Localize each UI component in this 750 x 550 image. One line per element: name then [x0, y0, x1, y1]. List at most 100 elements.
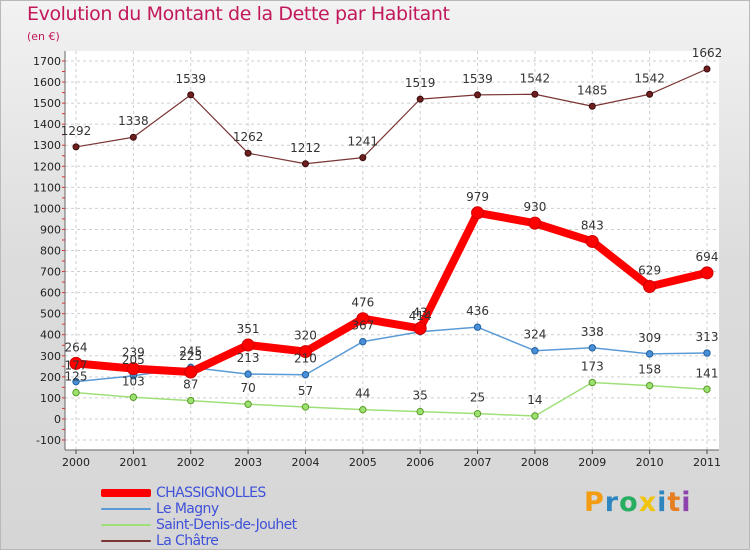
- y-tick-label: 1600: [33, 76, 61, 89]
- y-tick-label: 1100: [33, 181, 61, 194]
- saint-denis-point: [187, 396, 195, 405]
- y-tick-label: 1000: [33, 202, 61, 215]
- le-magny-point: [703, 349, 711, 357]
- la-chatre-point: [244, 149, 252, 157]
- logo-letter: r: [604, 487, 620, 518]
- le-magny-data-label: 436: [466, 304, 489, 318]
- chart-subtitle: (en €): [27, 30, 60, 43]
- proxiti-logo: Proxiti: [584, 487, 692, 518]
- la-chatre-data-label: 1662: [692, 46, 723, 60]
- la-chatre-point: [359, 154, 367, 162]
- chassignolles-data-label: 843: [581, 218, 604, 232]
- x-tick-label: 2002: [177, 456, 205, 469]
- y-tick-label: 1400: [33, 118, 61, 131]
- chassignolles-data-label: 239: [122, 346, 145, 360]
- saint-denis-data-label: 44: [355, 387, 370, 401]
- saint-denis-point: [301, 403, 310, 411]
- chassignolles-data-label: 930: [523, 200, 546, 214]
- le-magny-point: [244, 370, 252, 378]
- legend-item-la-chatre: La Châtre: [101, 533, 297, 549]
- saint-denis-data-label: 70: [240, 381, 255, 395]
- le-magny-data-label: 245: [179, 344, 202, 358]
- chassignolles-point: [585, 234, 599, 248]
- le-magny-point: [301, 371, 310, 379]
- chassignolles-point: [700, 266, 714, 280]
- saint-denis-data-label: 25: [470, 391, 485, 405]
- x-tick-label: 2001: [119, 456, 147, 469]
- saint-denis-point: [129, 393, 138, 401]
- saint-denis-data-label: 173: [581, 360, 604, 374]
- chassignolles-point: [126, 362, 140, 376]
- chassignolles-data-label: 476: [351, 296, 374, 310]
- legend-item-chassignolles: CHASSIGNOLLES: [101, 485, 297, 501]
- y-tick-label: 1500: [33, 97, 61, 110]
- chassignolles-point: [413, 321, 427, 335]
- le-magny-point: [645, 350, 654, 358]
- le-magny-data-label: 367: [351, 319, 374, 333]
- la-chatre-data-label: 1539: [462, 72, 493, 86]
- le-magny-point: [72, 377, 80, 386]
- la-chatre-point: [646, 90, 654, 98]
- y-tick-label: 1700: [33, 55, 61, 68]
- chassignolles-data-label: 264: [65, 340, 88, 354]
- x-tick-label: 2006: [406, 456, 434, 469]
- le-magny-data-label: 414: [409, 309, 432, 323]
- chassignolles-point: [356, 312, 370, 326]
- y-tick-label: 1300: [33, 139, 61, 152]
- le-magny-point: [359, 337, 367, 346]
- la-chatre-data-label: 1539: [175, 72, 206, 86]
- chassignolles-data-label: 351: [237, 322, 260, 336]
- le-magny-data-label: 213: [237, 351, 260, 365]
- chassignolles-point: [298, 345, 312, 359]
- la-chatre-point: [72, 143, 80, 151]
- logo-letter: x: [638, 487, 658, 518]
- saint-denis-point: [531, 412, 539, 420]
- la-chatre-point: [416, 95, 424, 103]
- x-tick-label: 2009: [578, 456, 606, 469]
- legend-label: Saint-Denis-de-Jouhet: [156, 517, 297, 533]
- la-chatre-data-label: 1241: [348, 135, 379, 149]
- saint-denis-point: [703, 385, 711, 393]
- legend-label: Le Magny: [156, 501, 219, 517]
- la-chatre-point: [129, 133, 137, 141]
- legend-label: CHASSIGNOLLES: [156, 485, 266, 501]
- y-tick-label: 200: [40, 371, 61, 384]
- saint-denis-data-label: 158: [638, 363, 661, 377]
- saint-denis-data-label: 141: [696, 366, 719, 380]
- y-tick-label: 0: [54, 413, 61, 426]
- chassignolles-line: [72, 208, 711, 376]
- chassignolles-point: [69, 356, 83, 370]
- legend-swatch: [101, 508, 151, 510]
- chassignolles-data-label: 629: [638, 264, 661, 278]
- le-magny-data-label: 309: [638, 331, 661, 345]
- le-magny-data-label: 324: [523, 328, 546, 342]
- chassignolles-point: [643, 280, 657, 294]
- la-chatre-point: [474, 91, 482, 99]
- la-chatre-data-label: 1262: [233, 130, 264, 144]
- le-magny-data-label: 210: [294, 352, 317, 366]
- y-tick-label: 100: [40, 392, 61, 405]
- chassignolles-data-label: 694: [696, 250, 719, 264]
- la-chatre-data-label: 1338: [118, 114, 149, 128]
- logo-letter: i: [681, 487, 692, 518]
- saint-denis-point: [72, 388, 80, 397]
- le-magny-data-label: 338: [581, 325, 604, 339]
- logo-letter: P: [584, 487, 605, 518]
- saint-denis-data-label: 125: [65, 370, 88, 384]
- la-chatre-point: [588, 102, 596, 110]
- saint-denis-point: [473, 409, 482, 418]
- legend-item-le-magny: Le Magny: [101, 501, 297, 517]
- x-tick-label: 2008: [521, 456, 549, 469]
- la-chatre-point: [531, 90, 539, 98]
- chassignolles-point: [184, 365, 198, 379]
- logo-letter: o: [619, 487, 639, 518]
- y-tick-label: 1200: [33, 160, 61, 173]
- chassignolles-point: [241, 338, 255, 352]
- x-tick-label: 2005: [349, 456, 377, 469]
- saint-denis-data-label: 103: [122, 374, 145, 388]
- la-chatre-data-label: 1292: [61, 124, 92, 138]
- le-magny-point: [588, 344, 596, 352]
- saint-denis-data-label: 57: [298, 384, 313, 398]
- chassignolles-data-label: 43: [413, 305, 428, 319]
